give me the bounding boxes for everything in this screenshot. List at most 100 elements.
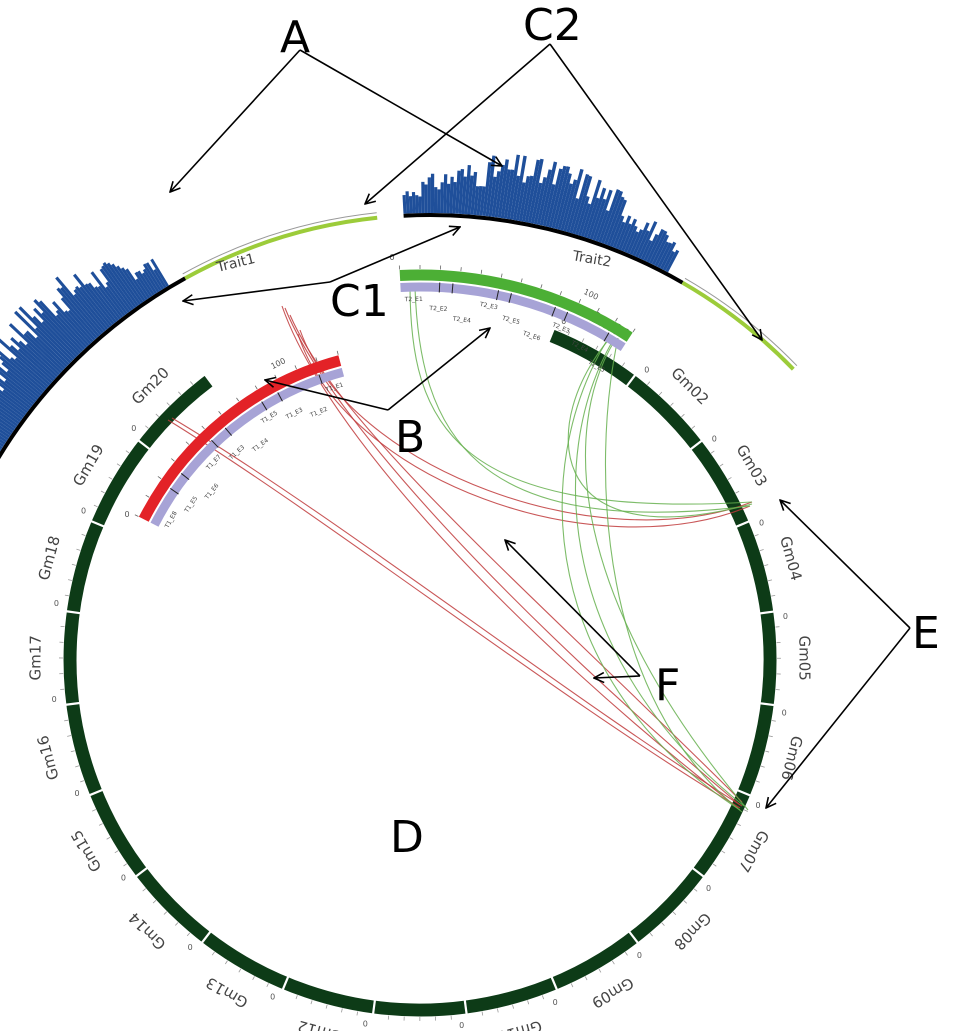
trait2-link: [409, 284, 753, 505]
trait2-tick: [578, 298, 582, 303]
chromosome-tick: [238, 968, 242, 973]
trait1-baseline: [0, 276, 187, 460]
trait1-histogram-bar: [0, 428, 11, 438]
arrow-b-right: [387, 328, 490, 411]
trait1-tick: [236, 397, 240, 402]
trait2-histogram-bar: [637, 221, 658, 259]
trait1-histogram-bar: [74, 285, 111, 329]
trait1-histogram-bar: [23, 332, 64, 372]
trait2-histogram-bar: [427, 177, 431, 214]
chromosome-tick: [755, 780, 760, 783]
trait2-link: [604, 337, 743, 813]
chromosome-zero-tick: 0: [755, 801, 760, 810]
trait2-histogram-bar: [659, 241, 677, 270]
trait1-histogram-bar: [35, 336, 68, 368]
trait2-histogram-bar: [515, 182, 526, 221]
chromosome-tick: [190, 381, 194, 385]
chromosome-tick: [211, 951, 215, 956]
trait1-histogram-bar: [125, 268, 148, 301]
trait2-histogram-bar: [503, 169, 515, 219]
chromosome-tick: [295, 995, 298, 1000]
trait2-histogram-bar: [497, 159, 509, 218]
trait1-light-outline: [182, 212, 377, 275]
trait2-histogram-bar: [665, 249, 680, 273]
trait2-qtl-label: T2_E1: [404, 296, 423, 303]
chromosome-tick: [80, 780, 85, 783]
trait1-histogram-bar: [90, 271, 126, 317]
trait2-histogram-bar: [609, 215, 625, 248]
callout-a: A: [280, 12, 310, 63]
chromosome-tick: [224, 960, 228, 965]
trait2-band: [399, 269, 633, 342]
trait1-histogram-bar: [0, 414, 17, 429]
callout-f: F: [655, 660, 680, 711]
trait2-link: [414, 287, 751, 513]
chromosome-tick: [771, 720, 776, 722]
trait1-histogram-bar: [14, 310, 70, 366]
trait1-histogram-bar: [4, 379, 35, 405]
chromosome-boundary: [201, 930, 212, 944]
trait2-histogram-bar: [578, 203, 591, 236]
chromosome-tick: [584, 976, 588, 981]
trait1-histogram-bar: [0, 338, 51, 386]
chromosome-zero-tick: 0: [52, 695, 57, 704]
trait2-histogram-bar: [612, 221, 626, 249]
trait2-histogram-bar: [488, 176, 497, 217]
chromosome-tick: [764, 564, 769, 567]
trait1-histogram-bar: [55, 314, 88, 349]
chromosome-zero-tick: 0: [459, 1021, 464, 1030]
trait2-qtl-marker: [551, 306, 556, 317]
chromosome-tick: [527, 1000, 530, 1005]
trait2-tick: [540, 284, 543, 289]
chromosome-tick: [595, 345, 599, 350]
trait2-histogram-bar: [662, 250, 676, 271]
chromosome-label: Gm18: [35, 534, 64, 582]
trait2-histogram-bar: [635, 230, 650, 258]
trait2-histogram-bar: [533, 176, 547, 225]
chromosome-tick: [125, 450, 130, 454]
trait2-label: Trait2: [570, 248, 612, 271]
chromosome-tick: [341, 1008, 343, 1013]
trait2-histogram-bar: [479, 186, 486, 216]
chromosome-tick: [155, 413, 160, 417]
chromosome-label: Gm03: [732, 441, 770, 489]
chromosome-tick: [658, 391, 663, 396]
trait2-histogram-bar: [629, 229, 644, 256]
trait1-inner-band: [150, 367, 345, 527]
chromosome-tick: [252, 976, 255, 981]
trait1-histogram-bar: [150, 258, 169, 287]
chromosome-boundary: [135, 866, 148, 878]
trait2-histogram-bar: [527, 158, 544, 224]
trait2-tick: [500, 273, 503, 278]
chromosome-zero-tick: 0: [712, 435, 717, 444]
chromosome-label: Gm08: [670, 909, 715, 954]
chromosome-tick: [570, 983, 574, 988]
trait1-histogram-bar: [102, 262, 137, 309]
chromosome-boundary: [691, 867, 705, 878]
trait1-tick: [145, 494, 150, 498]
callout-arrows: [170, 43, 911, 808]
chromosome-tick: [624, 951, 628, 956]
trait1-histogram-bar: [73, 293, 107, 332]
chromosome-tick: [123, 863, 128, 867]
trait2-histogram-bar: [461, 176, 467, 215]
chromosome-zero-tick: 0: [637, 951, 642, 960]
chromosome-tick: [743, 809, 748, 812]
trait1-histogram-bar: [0, 421, 14, 434]
chromosome-tick: [266, 983, 269, 988]
chromosome-tick: [581, 338, 585, 343]
chromosome-label: Gm02: [667, 364, 712, 409]
trait1-histogram-bar: [35, 327, 72, 364]
chromosome-tick: [76, 548, 81, 551]
trait2-histogram-bar: [512, 155, 527, 221]
arrow-c2-right: [549, 43, 762, 340]
trait2-histogram-bar: [436, 189, 441, 214]
trait1-axis-hundred: 100: [269, 356, 287, 371]
trait1-histogram-bar: [84, 283, 117, 324]
chromosome-boundary: [66, 610, 81, 615]
trait1-light-segment: [184, 215, 378, 281]
trait2-histogram-bar: [509, 175, 521, 220]
trait1-qtl-label: T1_E4: [250, 437, 270, 454]
arrow-a-left: [170, 49, 301, 192]
